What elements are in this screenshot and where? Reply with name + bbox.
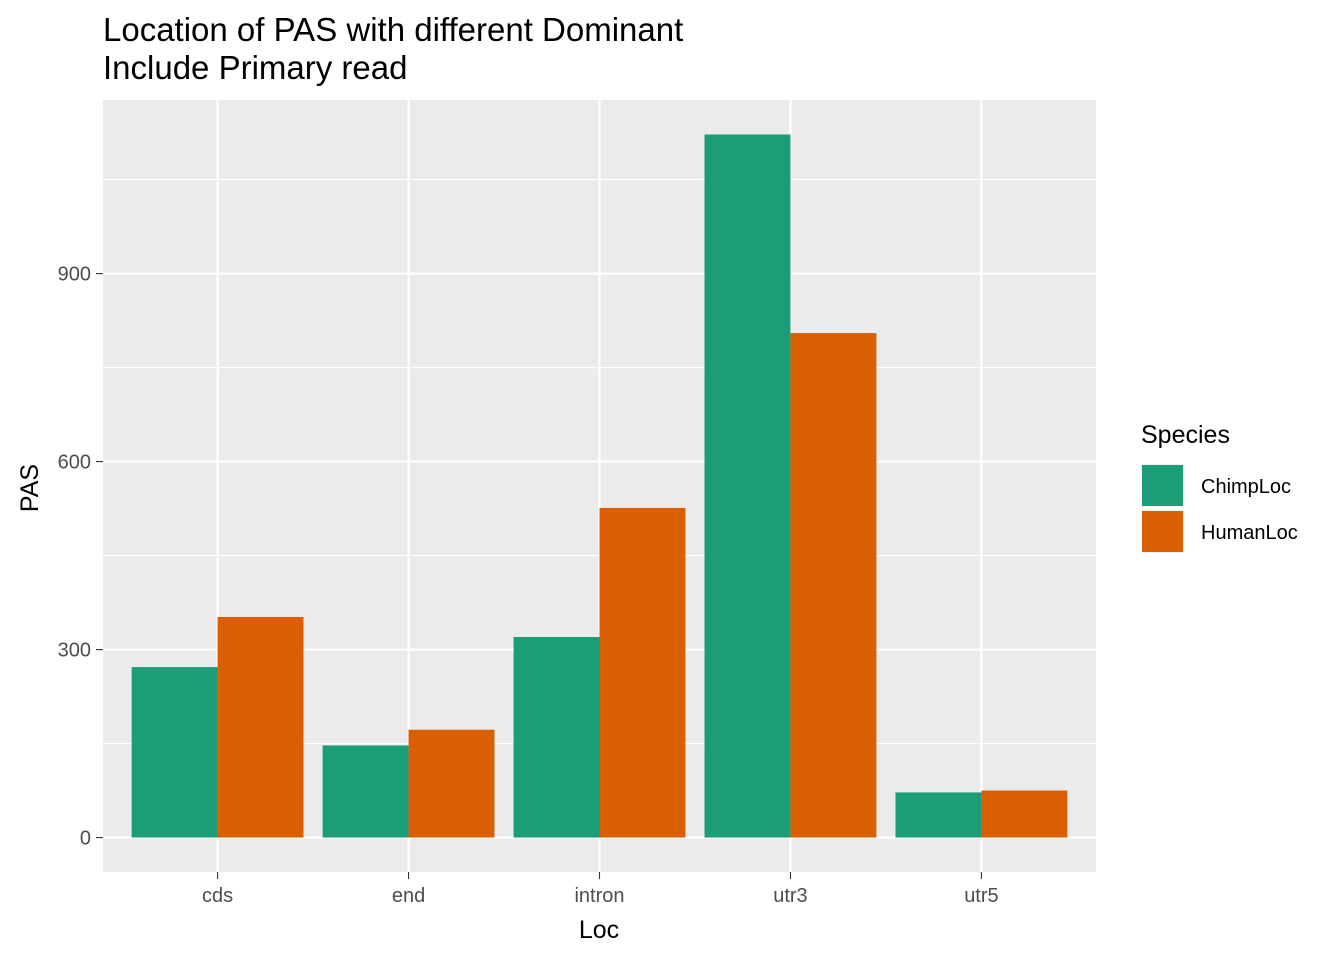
- chart-subtitle: Include Primary read: [103, 49, 407, 86]
- x-axis: cds end intron utr3 utr5: [202, 872, 999, 907]
- x-tick-label: end: [392, 885, 425, 907]
- bar-ChimpLoc-utr5: [895, 792, 982, 838]
- bar-ChimpLoc-utr3: [704, 134, 791, 838]
- x-tick-label: intron: [574, 885, 624, 907]
- legend-swatch-HumanLoc: [1142, 511, 1183, 552]
- y-tick-label: 600: [58, 452, 91, 474]
- bar-HumanLoc-utr5: [981, 790, 1068, 838]
- x-axis-title: Loc: [579, 916, 619, 944]
- x-tick-label: utr5: [964, 885, 998, 907]
- legend-items: ChimpLoc HumanLoc: [1141, 464, 1298, 553]
- legend-swatch-ChimpLoc: [1142, 465, 1183, 506]
- legend-label-ChimpLoc: ChimpLoc: [1201, 476, 1291, 498]
- bar-HumanLoc-cds: [217, 616, 304, 838]
- y-tick-label: 0: [80, 828, 91, 850]
- bar-ChimpLoc-intron: [513, 637, 600, 838]
- bar-ChimpLoc-end: [322, 745, 409, 838]
- x-tick-label: utr3: [773, 885, 807, 907]
- y-tick-label: 900: [58, 264, 91, 286]
- legend: Species ChimpLoc HumanLoc: [1141, 421, 1298, 553]
- bar-HumanLoc-end: [408, 729, 495, 838]
- legend-label-HumanLoc: HumanLoc: [1201, 522, 1298, 544]
- bars: [131, 134, 1068, 838]
- x-tick-label: cds: [202, 885, 233, 907]
- bar-HumanLoc-utr3: [790, 333, 877, 838]
- legend-title: Species: [1141, 421, 1230, 449]
- bar-HumanLoc-intron: [599, 507, 686, 838]
- bar-ChimpLoc-cds: [131, 667, 218, 838]
- y-tick-label: 300: [58, 640, 91, 662]
- y-axis: 0 300 600 900: [58, 264, 103, 850]
- chart-title: Location of PAS with different Dominant: [103, 11, 683, 48]
- y-axis-title: PAS: [16, 464, 44, 512]
